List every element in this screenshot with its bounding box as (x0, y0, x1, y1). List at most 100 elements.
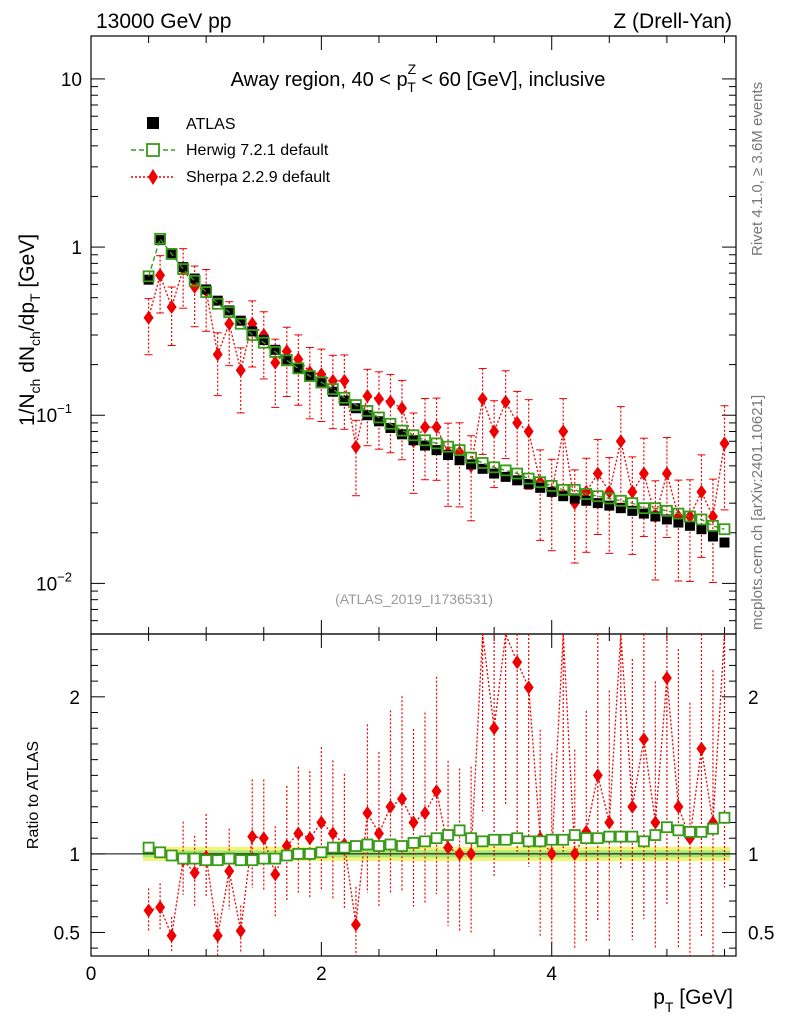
herwig-ratio-point (280, 849, 293, 862)
herwig-ratio-point (499, 833, 512, 846)
herwig-ratio-point (223, 852, 236, 865)
herwig-ratio-point (637, 835, 650, 848)
herwig-point (188, 274, 201, 287)
atlas-point (558, 491, 569, 502)
sherpa-ratio-point (431, 784, 442, 799)
herwig-point (280, 354, 293, 367)
sherpa-point (431, 420, 442, 435)
sherpa-ratio-point (224, 864, 235, 879)
herwig-ratio-point (177, 852, 190, 865)
atlas-point (661, 514, 672, 525)
sherpa-line (147, 267, 726, 519)
y-axis-label-main: 1/Nch dNch/dpT [GeV] (16, 234, 43, 426)
atlas-point (155, 235, 166, 246)
x-tick-label: 4 (546, 964, 557, 985)
herwig-ratio-point (165, 849, 178, 862)
sherpa-ratio-point (454, 846, 465, 861)
sherpa-ratio-point (396, 791, 407, 806)
herwig-ratio-point (568, 829, 581, 841)
x-axis-label: pT [GeV] (653, 986, 733, 1015)
atlas-point (673, 517, 684, 528)
atlas-point (281, 354, 292, 365)
herwig-point (684, 510, 696, 523)
sherpa-point (270, 355, 281, 370)
atlas-point (143, 274, 154, 285)
herwig-ratio-point (522, 835, 535, 848)
atlas-point (615, 503, 626, 514)
sherpa-point (420, 420, 431, 435)
herwig-ratio-point (407, 837, 420, 849)
atlas-point (431, 445, 442, 456)
atlas-point (627, 505, 638, 516)
header-left: 13000 GeV pp (96, 10, 231, 33)
atlas-point (443, 450, 454, 461)
herwig-point (234, 317, 247, 330)
sherpa-point (350, 439, 361, 454)
sherpa-ratio-point (592, 768, 603, 783)
sherpa-ratio-point (155, 900, 166, 915)
herwig-point (476, 457, 489, 469)
x-tick-label: 0 (86, 964, 97, 985)
x-tick-label: 2 (316, 964, 327, 985)
atlas-point (592, 498, 603, 509)
herwig-point (292, 362, 305, 375)
herwig-ratio-point (465, 832, 477, 845)
sherpa-ratio-point (489, 721, 500, 736)
sherpa-ratio-point (212, 928, 223, 943)
sherpa-point (615, 434, 626, 449)
herwig-ratio-point (453, 824, 466, 837)
legend-marker-sherpa (148, 169, 158, 185)
analysis-watermark: (ATLAS_2019_I1736531) (335, 591, 493, 607)
sherpa-series (143, 248, 730, 583)
herwig-point (361, 405, 374, 417)
herwig-point (373, 411, 385, 424)
chart-title-sup: Z (408, 61, 417, 77)
sherpa-ratio-point (293, 826, 304, 841)
herwig-point (303, 370, 316, 382)
herwig-point (453, 444, 466, 457)
y-tick-label-ratio-right: 2 (748, 688, 759, 709)
sherpa-ratio-point (373, 826, 384, 841)
atlas-point (189, 273, 200, 284)
atlas-point (569, 493, 580, 504)
legend-marker-herwig (146, 143, 160, 157)
atlas-point (201, 284, 212, 295)
sherpa-point (592, 466, 603, 481)
sherpa-point (362, 389, 373, 404)
herwig-ratio-point (672, 824, 685, 837)
sherpa-point (489, 424, 500, 439)
herwig-series (142, 232, 731, 536)
herwig-ratio-point (338, 841, 351, 854)
sherpa-point (500, 394, 511, 409)
herwig-point (142, 270, 155, 283)
legend: ATLAS Herwig 7.2.1 default Sherpa 2.2.9 … (131, 116, 331, 186)
herwig-point (660, 504, 673, 517)
herwig-point (396, 424, 408, 437)
herwig-ratio-point (154, 846, 167, 859)
y-axis-label-ratio: Ratio to ATLAS (25, 741, 42, 849)
sherpa-ratio-point (673, 799, 684, 814)
sherpa-point (558, 424, 569, 439)
herwig-ratio-point (476, 835, 489, 848)
sherpa-point (604, 484, 615, 499)
atlas-point (707, 531, 718, 542)
sherpa-ratio-point (143, 903, 154, 918)
herwig-point (591, 490, 604, 503)
sherpa-point (696, 484, 707, 499)
herwig-ratio-point (707, 822, 719, 835)
herwig-ratio-point (257, 852, 270, 865)
herwig-ratio-point (649, 829, 662, 841)
side-label-mcplots: mcplots.cern.ch [arXiv:2401.10621] (749, 395, 766, 630)
chart-title-pre: Away region, 40 < p (231, 69, 408, 91)
atlas-point (604, 500, 615, 511)
chart-title: Away region, 40 < pZ T < 60 [GeV], inclus… (231, 61, 606, 95)
herwig-point (442, 440, 454, 453)
atlas-point (684, 520, 695, 531)
herwig-ratio-point (684, 826, 696, 838)
atlas-point (466, 459, 477, 470)
atlas-point (454, 455, 465, 466)
herwig-ratio-point (511, 832, 524, 845)
sherpa-ratio-point (696, 741, 707, 756)
herwig-point (649, 502, 662, 515)
atlas-point (327, 386, 338, 397)
